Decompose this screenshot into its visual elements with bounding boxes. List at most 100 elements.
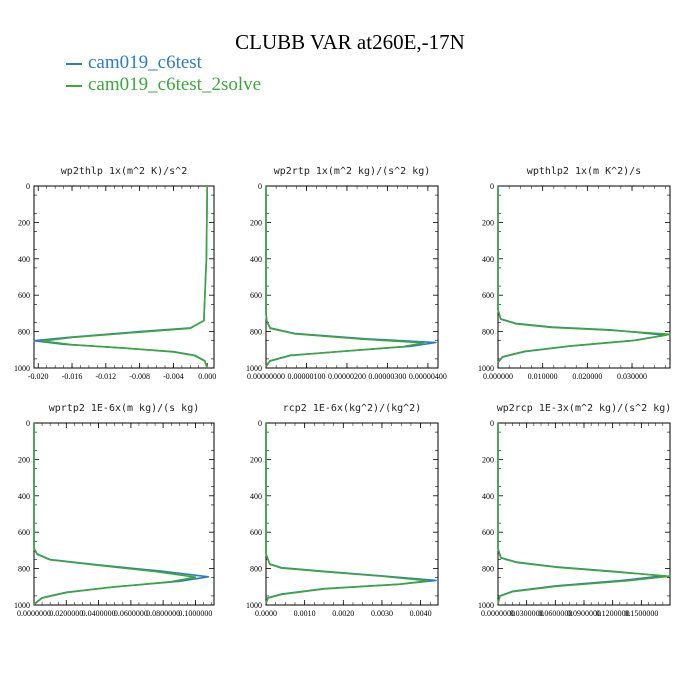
y-tick-label: 1000 [478, 601, 494, 610]
x-tick-label: 0.00000100 [287, 372, 325, 381]
x-tick-label: 0.00000300 [368, 372, 406, 381]
x-tick-label: 0.030000 [617, 372, 647, 381]
chart-panel-1: wp2thlp 1x(m^2 K)/s^202004006008001000-0… [14, 166, 216, 381]
series-line-2 [33, 423, 197, 606]
y-tick-label: 200 [250, 455, 262, 464]
x-tick-label: 0.0000000 [481, 609, 515, 618]
y-tick-label: 1000 [246, 364, 262, 373]
legend-line-icon [66, 62, 82, 65]
y-tick-label: 600 [18, 528, 30, 537]
plot-frame [497, 185, 671, 369]
y-tick-label: 400 [250, 492, 262, 501]
y-tick-label: 0 [26, 182, 30, 191]
y-tick-label: 200 [482, 218, 494, 227]
x-tick-label: 0.0300000 [510, 609, 544, 618]
y-tick-label: 800 [482, 565, 494, 574]
x-tick-label: -0.016 [62, 372, 83, 381]
y-tick-label: 1000 [478, 364, 494, 373]
series-line-1 [497, 186, 667, 364]
y-tick-label: 600 [482, 291, 494, 300]
x-tick-label: -0.012 [95, 372, 116, 381]
chart-panel-5: rcp2 1E-6x(kg^2)/(kg^2) 0 200 400 600 800 1000… [246, 403, 439, 618]
y-tick-label: 800 [250, 565, 262, 574]
x-tick-label: 0.0040 [410, 609, 432, 618]
panel-title: wp2rcp 1E-3x(m^2 kg)/(s^2 kg) [497, 403, 672, 414]
series-line-2 [265, 186, 425, 368]
chart-panel-6: wp2rcp 1E-3x(m^2 kg)/(s^2 kg)0 200 400 600 8… [478, 403, 671, 618]
legend-line-icon [66, 84, 82, 87]
y-tick-label: 0 [258, 419, 262, 428]
y-tick-label: 400 [18, 492, 30, 501]
y-tick-label: 200 [18, 218, 30, 227]
x-tick-label: 0.1200000 [596, 609, 630, 618]
x-tick-label: 0.0010 [294, 609, 316, 618]
x-tick-label: 0.1000000 [178, 609, 212, 618]
x-tick-label: 0.0000 [255, 609, 277, 618]
y-tick-label: 0 [26, 419, 30, 428]
y-tick-label: 1000 [14, 601, 30, 610]
y-tick-label: 800 [250, 328, 262, 337]
y-tick-label: 200 [482, 455, 494, 464]
panel-title: wp2rtp 1x(m^2 kg)/(s^2 kg) [274, 166, 431, 177]
x-tick-label: 0.0900000 [567, 609, 601, 618]
x-tick-label: 0.1500000 [624, 609, 658, 618]
x-tick-label: 0.010000 [528, 372, 558, 381]
y-tick-label: 400 [482, 492, 494, 501]
x-tick-label: 0.0200000 [49, 609, 83, 618]
y-tick-label: 1000 [246, 601, 262, 610]
x-tick-label: 0.0600000 [114, 609, 148, 618]
chart-panel-4: wprtp2 1E-6x(m kg)/(s kg) 0 200 400 600 800 10… [14, 403, 215, 618]
panel-title: rcp2 1E-6x(kg^2)/(kg^2) [283, 403, 421, 414]
x-tick-label: 0.00000400 [409, 372, 447, 381]
x-tick-label: 0.0020 [332, 609, 354, 618]
series-line-1 [265, 423, 437, 604]
panel-title: wp2thlp 1x(m^2 K)/s^2 [61, 166, 187, 177]
series-line-2 [41, 185, 209, 369]
y-tick-label: 0 [490, 419, 494, 428]
series-line-1 [33, 185, 209, 369]
y-tick-label: 600 [482, 528, 494, 537]
figure-title: CLUBB VAR at260E,-17N [235, 30, 465, 54]
y-tick-label: 600 [250, 291, 262, 300]
panel-title: wprtp2 1E-6x(m kg)/(s kg) [49, 403, 200, 414]
x-tick-label: -0.008 [129, 372, 150, 381]
series-line-1 [497, 423, 664, 604]
y-tick-label: 0 [490, 182, 494, 191]
y-tick-label: 600 [18, 291, 30, 300]
y-tick-label: 400 [18, 255, 30, 264]
series-line-2 [265, 423, 430, 604]
x-tick-label: 0.000 [198, 372, 216, 381]
chart-panel-2: wp2rtp 1x(m^2 kg)/(s^2 kg) 0 200 400 600 800 1… [246, 166, 447, 381]
series-line-1 [33, 423, 210, 605]
plot-frame [33, 185, 215, 369]
x-tick-label: 0.000000 [483, 372, 513, 381]
plot-frame [33, 422, 215, 606]
y-tick-label: 400 [482, 255, 494, 264]
x-tick-label: -0.004 [163, 372, 184, 381]
x-tick-label: 0.00000200 [328, 372, 366, 381]
y-tick-label: 800 [18, 328, 30, 337]
legend-item-2: cam019_c6test_2solve [66, 74, 261, 96]
x-tick-label: 0.020000 [572, 372, 602, 381]
series-line-2 [497, 423, 671, 604]
x-tick-label: 0.0800000 [146, 609, 180, 618]
y-tick-label: 400 [250, 255, 262, 264]
x-tick-label: 0.0600000 [538, 609, 572, 618]
x-tick-label: 0.00000000 [247, 372, 285, 381]
x-tick-label: 0.0030 [371, 609, 393, 618]
chart-panel-3: wpthlp2 1x(m K^2)/s 0 200 400 600 800 10000.00… [478, 166, 671, 381]
legend-label: cam019_c6test_2solve [88, 74, 262, 95]
legend-item-1: cam019_c6test [66, 52, 202, 74]
x-tick-label: -0.020 [28, 372, 49, 381]
x-tick-label: 0.0000000 [17, 609, 51, 618]
y-tick-label: 1000 [14, 364, 30, 373]
x-tick-label: 0.0400000 [82, 609, 116, 618]
series-line-1 [265, 186, 437, 367]
y-tick-label: 800 [18, 565, 30, 574]
y-tick-label: 600 [250, 528, 262, 537]
legend-label: cam019_c6test [88, 52, 202, 73]
y-tick-label: 0 [258, 182, 262, 191]
y-tick-label: 200 [18, 455, 30, 464]
y-tick-label: 200 [250, 218, 262, 227]
